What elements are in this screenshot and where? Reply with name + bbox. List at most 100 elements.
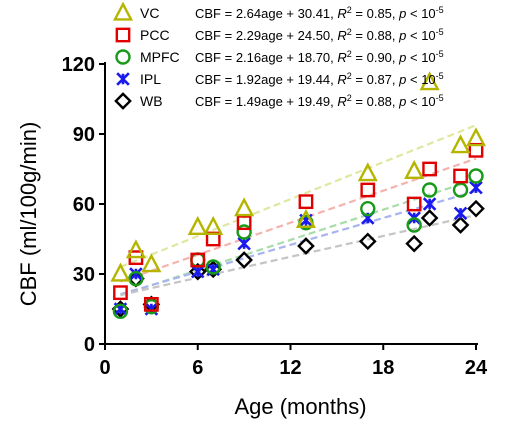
y-tick-label: 30 <box>73 264 95 286</box>
point-ipl <box>422 197 437 211</box>
legend-marker-wb <box>114 92 132 110</box>
point-vc <box>450 134 471 154</box>
r2-value: = 0.88, <box>352 94 399 109</box>
p-exponent: -5 <box>436 49 444 59</box>
point-ipl <box>129 267 143 281</box>
series-mpfc <box>112 168 484 320</box>
p-symbol: p <box>398 72 406 87</box>
equation-text: CBF = 1.92age + 19.44, <box>195 72 337 87</box>
legend-marker-vc <box>112 1 134 21</box>
point-ipl <box>237 236 251 251</box>
r-exponent: 2 <box>347 27 352 37</box>
point-wb <box>235 251 253 269</box>
p-exponent: -5 <box>436 71 444 81</box>
point-wb <box>188 262 207 281</box>
r-symbol: R <box>337 50 346 65</box>
fit-lines <box>120 124 477 297</box>
x-ticks: 0 6 12 18 24 <box>99 344 488 379</box>
legend: VC CBF = 2.64age + 30.41, R2 = 0.85, p < … <box>112 1 444 110</box>
point-vc <box>141 253 162 273</box>
p-value: < 10 <box>406 50 435 65</box>
point-pcc <box>143 296 159 312</box>
legend-equation: CBF = 2.29age + 24.50, R2 = 0.88, p < 10… <box>195 27 444 43</box>
point-vc <box>125 239 146 259</box>
y-ticks: 0 30 60 90 120 <box>62 54 105 356</box>
r-exponent: 2 <box>347 49 352 59</box>
point-wb <box>467 199 485 218</box>
x-axis-title: Age (months) <box>234 394 366 419</box>
fit-line-pcc <box>120 157 477 283</box>
y-tick-label: 90 <box>73 124 95 146</box>
legend-marker-ipl <box>116 72 130 86</box>
legend-item-pcc: PCC CBF = 2.29age + 24.50, R2 = 0.88, p <… <box>115 27 444 43</box>
point-ipl <box>453 206 468 221</box>
point-wb <box>358 232 377 251</box>
y-tick-label: 0 <box>84 334 95 356</box>
r-symbol: R <box>337 28 346 43</box>
data-points <box>110 71 487 320</box>
point-mpfc <box>236 224 252 240</box>
x-tick-label: 6 <box>192 357 203 379</box>
point-pcc <box>113 285 128 301</box>
fit-line-vc <box>120 124 477 268</box>
y-tick-label: 120 <box>62 54 95 76</box>
point-vc <box>234 197 255 217</box>
series-wb <box>111 199 485 318</box>
r-exponent: 2 <box>347 71 352 81</box>
legend-label: PCC <box>140 27 170 43</box>
point-mpfc <box>406 217 422 233</box>
point-mpfc <box>112 303 129 320</box>
r2-value: = 0.85, <box>352 6 399 21</box>
r2-value: = 0.88, <box>352 28 399 43</box>
legend-marker-pcc <box>115 27 131 43</box>
r-symbol: R <box>337 6 346 21</box>
p-value: < 10 <box>406 94 435 109</box>
r-exponent: 2 <box>347 93 352 103</box>
point-vc <box>187 215 208 235</box>
legend-equation: CBF = 2.16age + 18.70, R2 = 0.90, p < 10… <box>195 49 444 65</box>
point-pcc <box>453 168 468 184</box>
point-vc <box>295 208 317 228</box>
point-vc <box>357 162 378 182</box>
equation-text: CBF = 2.64age + 30.41, <box>195 6 337 21</box>
point-mpfc <box>468 168 484 184</box>
legend-equation: CBF = 1.49age + 19.49, R2 = 0.88, p < 10… <box>195 93 444 109</box>
p-exponent: -5 <box>436 93 444 103</box>
legend-equation: CBF = 2.64age + 30.41, R2 = 0.85, p < 10… <box>195 5 444 21</box>
r-exponent: 2 <box>347 5 352 15</box>
point-wb <box>420 209 439 227</box>
point-pcc <box>422 161 438 177</box>
equation-text: CBF = 2.16age + 18.70, <box>195 50 337 65</box>
equation-text: CBF = 2.29age + 24.50, <box>195 28 337 43</box>
p-symbol: p <box>398 6 406 21</box>
point-wb <box>204 260 223 279</box>
p-symbol: p <box>398 94 406 109</box>
point-pcc <box>236 215 252 231</box>
p-value: < 10 <box>406 6 435 21</box>
p-exponent: -5 <box>436 27 444 37</box>
point-wb <box>297 237 315 255</box>
point-pcc <box>298 194 314 210</box>
point-vc <box>465 127 487 147</box>
point-vc <box>110 262 131 282</box>
point-pcc <box>360 182 376 198</box>
point-mpfc <box>452 182 469 198</box>
fit-line-wb <box>120 214 477 297</box>
y-tick-label: 60 <box>73 194 95 216</box>
x-tick-label: 18 <box>372 357 394 379</box>
point-pcc <box>406 196 422 212</box>
p-value: < 10 <box>406 28 435 43</box>
legend-label: VC <box>140 5 159 21</box>
equation-text: CBF = 1.49age + 19.49, <box>195 94 337 109</box>
x-tick-label: 0 <box>99 357 110 379</box>
point-ipl <box>190 264 205 279</box>
p-symbol: p <box>398 50 406 65</box>
legend-item-mpfc: MPFC CBF = 2.16age + 18.70, R2 = 0.90, p … <box>115 49 444 65</box>
point-wb <box>451 216 470 234</box>
point-ipl <box>469 180 483 195</box>
legend-label: MPFC <box>140 49 180 65</box>
legend-equation: CBF = 1.92age + 19.44, R2 = 0.87, p < 10… <box>195 71 444 87</box>
x-tick-label: 12 <box>279 357 301 379</box>
y-axis-title: CBF (ml/100g/min) <box>16 122 41 307</box>
legend-item-ipl: IPL CBF = 1.92age + 19.44, R2 = 0.87, p <… <box>116 71 444 87</box>
